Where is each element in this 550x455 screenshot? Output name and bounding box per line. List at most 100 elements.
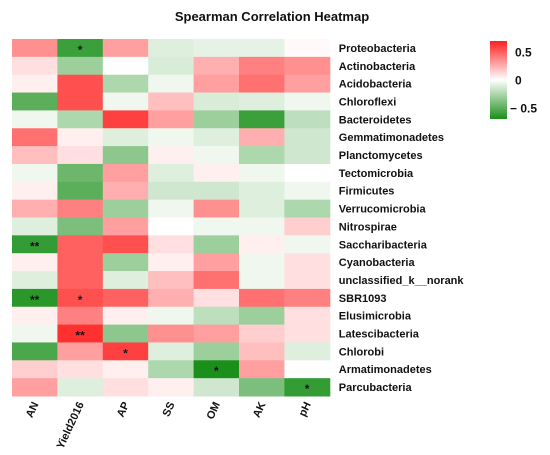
heatmap-cell [102, 271, 149, 290]
heatmap-cell [57, 128, 104, 147]
heatmap-cell [239, 128, 285, 147]
heatmap-cell [239, 146, 285, 165]
heatmap-cell [12, 253, 58, 272]
heatmap-cell [57, 92, 104, 111]
heatmap-cell [148, 39, 195, 58]
row-label: Tectomicrobia [339, 168, 414, 180]
column-label: Yield2016 [55, 400, 87, 451]
heatmap-cell [284, 181, 331, 201]
heatmap-cell [102, 199, 149, 218]
significance-marker: ** [75, 329, 85, 343]
heatmap-cell [193, 235, 240, 254]
heatmap-cell [57, 110, 104, 129]
heatmap-cell [12, 110, 58, 129]
heatmap-cell [102, 110, 149, 129]
heatmap-cell [57, 271, 104, 290]
heatmap-cell [239, 39, 285, 58]
heatmap-cell [148, 146, 195, 165]
heatmap-cell [102, 378, 149, 397]
row-label: unclassified_k__norank [339, 275, 465, 287]
heatmap-cell [102, 306, 149, 326]
heatmap-cell [57, 74, 104, 94]
heatmap-cell [148, 378, 195, 397]
heatmap-cell [284, 271, 331, 290]
heatmap-cell [57, 235, 104, 254]
chart-title: Spearman Correlation Heatmap [175, 9, 369, 24]
heatmap-cell [12, 235, 58, 254]
heatmap-cell [102, 146, 149, 165]
heatmap-cell [284, 74, 331, 94]
color-legend: 0.5 0 − 0.5 [490, 41, 537, 119]
heatmap-cell [239, 306, 285, 326]
heatmap-cell [102, 324, 149, 343]
heatmap-cell [193, 253, 240, 272]
heatmap-cell [12, 378, 58, 397]
heatmap-cell [102, 288, 149, 308]
heatmap-cell [239, 110, 285, 129]
heatmap-cell [193, 163, 240, 183]
row-label: Nitrospirae [339, 221, 397, 233]
heatmap-cell [148, 199, 195, 218]
heatmap-cell [193, 181, 240, 201]
heatmap-cell [12, 217, 58, 236]
heatmap-cell [12, 92, 58, 111]
heatmap-cell [12, 163, 58, 183]
heatmap-cell [102, 253, 149, 272]
row-label: Firmicutes [339, 186, 395, 198]
significance-marker: * [78, 43, 83, 57]
heatmap-cell [284, 163, 331, 183]
heatmap-cell [102, 360, 149, 379]
row-label: Chlorobi [339, 346, 384, 358]
heatmap-cell [239, 199, 285, 218]
heatmap-cell [57, 342, 104, 361]
heatmap-cell [193, 92, 240, 111]
heatmap-cell [239, 324, 285, 343]
heatmap-cell [57, 324, 104, 343]
heatmap-cell [284, 92, 331, 111]
heatmap-cell [284, 342, 331, 361]
heatmap-cell [148, 92, 195, 111]
heatmap-cell [57, 288, 104, 308]
heatmap-cell [193, 271, 240, 290]
heatmap-cell [148, 74, 195, 94]
heatmap-cell [193, 56, 240, 76]
heatmap-cell [239, 271, 285, 290]
heatmap-cell [284, 199, 331, 218]
heatmap-cell [239, 378, 285, 397]
heatmap-cell [102, 39, 149, 58]
heatmap-cell [57, 146, 104, 165]
heatmap-cell [12, 288, 58, 308]
row-label: Latescibacteria [339, 329, 420, 341]
row-label: Parcubacteria [339, 382, 413, 394]
heatmap-cell [57, 163, 104, 183]
heatmap-cell [239, 74, 285, 94]
heatmap-cell [193, 217, 240, 236]
heatmap-cell [148, 342, 195, 361]
heatmap-cell [239, 253, 285, 272]
heatmap-cell [102, 163, 149, 183]
heatmap-cell [284, 56, 331, 76]
significance-marker: * [305, 382, 310, 396]
heatmap-cell [284, 324, 331, 343]
legend-tick-label: 0.5 [515, 46, 532, 60]
heatmap-cell [148, 128, 195, 147]
heatmap-cell [193, 199, 240, 218]
heatmap-cell [284, 235, 331, 254]
heatmap-cell [148, 288, 195, 308]
heatmap-cell [148, 271, 195, 290]
heatmap-cell [57, 56, 104, 76]
heatmap-cell [12, 324, 58, 343]
heatmap-cell [148, 306, 195, 326]
heatmap-cell [12, 56, 58, 76]
heatmap-cell [12, 271, 58, 290]
significance-marker: * [214, 364, 219, 378]
heatmap-cell [193, 39, 240, 58]
heatmap-cell [57, 199, 104, 218]
row-label: Armatimonadetes [339, 364, 432, 376]
heatmap-cell [284, 253, 331, 272]
row-label: Chloroflexi [339, 96, 396, 108]
column-label: AK [251, 400, 269, 420]
column-label: AP [115, 400, 132, 419]
significance-marker: * [123, 346, 128, 360]
